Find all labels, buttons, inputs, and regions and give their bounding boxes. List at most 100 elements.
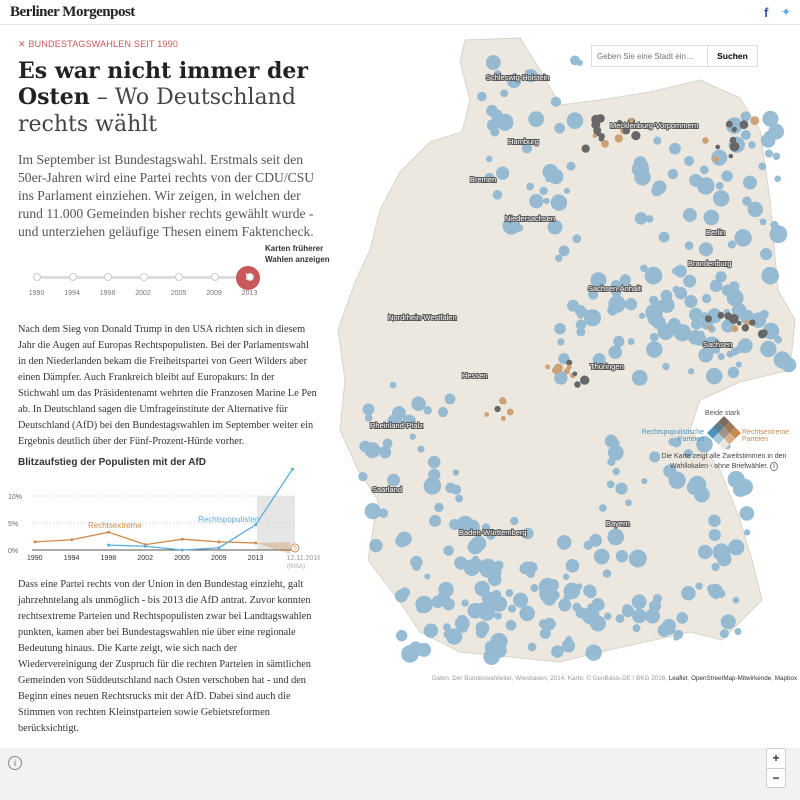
- municipality-area: [378, 508, 389, 519]
- municipality-area: [760, 329, 768, 337]
- municipality-area: [526, 182, 535, 191]
- search-button[interactable]: Suchen: [707, 46, 757, 66]
- municipality-area: [528, 111, 545, 127]
- search-input[interactable]: [592, 46, 707, 66]
- municipality-area: [628, 118, 634, 123]
- series-label: Rechtsextreme: [88, 521, 142, 530]
- slider-year-label[interactable]: 2009: [206, 290, 222, 297]
- municipality-area: [542, 163, 559, 180]
- municipality-area: [492, 190, 503, 200]
- municipality-area: [412, 562, 421, 571]
- municipality-area: [505, 589, 514, 597]
- municipality-area: [631, 369, 648, 386]
- municipality-area: [708, 514, 721, 527]
- municipality-area: [539, 186, 548, 196]
- slider-stop-1998[interactable]: [104, 273, 112, 281]
- municipality-area: [607, 444, 624, 461]
- info-icon[interactable]: i: [8, 756, 22, 770]
- zoom-out-button[interactable]: −: [767, 768, 785, 787]
- municipality-area: [458, 623, 469, 633]
- municipality-area: [608, 345, 623, 360]
- state-label: Niedersachsen: [505, 214, 555, 223]
- slider-year-label[interactable]: 1994: [64, 290, 80, 297]
- municipality-area: [358, 471, 368, 482]
- municipality-area: [729, 136, 737, 144]
- slider-stop-2013[interactable]: [246, 273, 254, 281]
- municipality-area: [628, 549, 647, 568]
- municipality-area: [649, 451, 661, 463]
- municipality-area: [443, 623, 451, 632]
- facebook-icon[interactable]: f: [764, 5, 769, 20]
- municipality-area: [445, 628, 463, 645]
- data-point: [33, 540, 37, 544]
- slider-year-label[interactable]: 1998: [99, 290, 116, 297]
- municipality-area: [662, 362, 670, 371]
- municipality-area: [501, 399, 507, 405]
- twitter-icon[interactable]: ✦: [781, 5, 792, 19]
- municipality-area: [529, 194, 544, 209]
- slider-stop-2009[interactable]: [210, 273, 219, 281]
- municipality-area: [749, 319, 756, 326]
- municipality-area: [728, 314, 739, 324]
- logo[interactable]: Berliner Morgenpost: [10, 4, 135, 20]
- municipality-area: [547, 219, 563, 235]
- municipality-area: [632, 608, 647, 624]
- municipality-area: [411, 396, 426, 411]
- slider-year-label[interactable]: 1990: [28, 290, 45, 297]
- state-label: Schleswig-Holstein: [486, 73, 549, 82]
- municipality-area: [437, 407, 449, 418]
- municipality-area: [444, 393, 456, 405]
- municipality-area: [672, 267, 680, 275]
- municipality-area: [510, 516, 519, 526]
- municipality-area: [668, 471, 686, 489]
- municipality-area: [712, 156, 719, 163]
- municipality-area: [611, 287, 622, 298]
- municipality-area: [703, 209, 720, 226]
- state-label: Hamburg: [508, 137, 539, 146]
- municipality-area: [551, 645, 564, 658]
- slider-stop-2002[interactable]: [139, 273, 148, 281]
- municipality-area: [542, 591, 557, 606]
- municipality-area: [554, 122, 566, 134]
- municipality-area: [538, 619, 548, 629]
- municipality-area: [760, 133, 776, 148]
- zoom-in-button[interactable]: +: [772, 751, 780, 765]
- title-light: – Wo Deutschland rechts wählt: [18, 85, 296, 137]
- leaflet-link[interactable]: Leaflet: [668, 675, 688, 682]
- municipality-area: [556, 535, 572, 550]
- municipality-area: [748, 141, 756, 149]
- municipality-area: [423, 623, 439, 638]
- municipality-area: [739, 506, 755, 521]
- municipality-area: [727, 240, 736, 249]
- state-label: Saarland: [372, 485, 402, 494]
- municipality-area: [463, 519, 480, 536]
- slider-stop-1990[interactable]: [33, 273, 41, 281]
- municipality-area: [494, 405, 501, 413]
- mapbox-link[interactable]: Mapbox: [774, 675, 798, 682]
- municipality-area: [598, 135, 605, 142]
- municipality-area: [562, 573, 570, 581]
- municipality-area: [387, 414, 402, 430]
- osm-link[interactable]: OpenStreetMap-Mitwirkende: [691, 675, 772, 682]
- slider-year-label[interactable]: 2005: [170, 290, 187, 297]
- municipality-area: [735, 361, 742, 368]
- municipality-area: [645, 608, 660, 624]
- municipality-area: [684, 295, 698, 309]
- municipality-area: [484, 172, 495, 183]
- municipality-area: [576, 327, 586, 337]
- municipality-area: [582, 309, 590, 317]
- slider-hint: Karten früherer Wahlen anzeigen: [265, 244, 330, 264]
- slider-year-label[interactable]: 2002: [135, 290, 151, 297]
- municipality-area: [574, 381, 581, 388]
- slider-year-label[interactable]: 2013: [241, 290, 258, 297]
- municipality-area: [496, 166, 510, 180]
- municipality-area: [668, 437, 677, 446]
- slider-stop-2005[interactable]: [175, 273, 183, 281]
- body-paragraph-1: Nach dem Sieg von Donald Trump in den US…: [18, 324, 317, 447]
- municipality-area: [467, 602, 484, 619]
- municipality-area: [483, 648, 500, 666]
- info-icon[interactable]: i: [770, 462, 778, 471]
- slider-stop-1994[interactable]: [68, 273, 77, 281]
